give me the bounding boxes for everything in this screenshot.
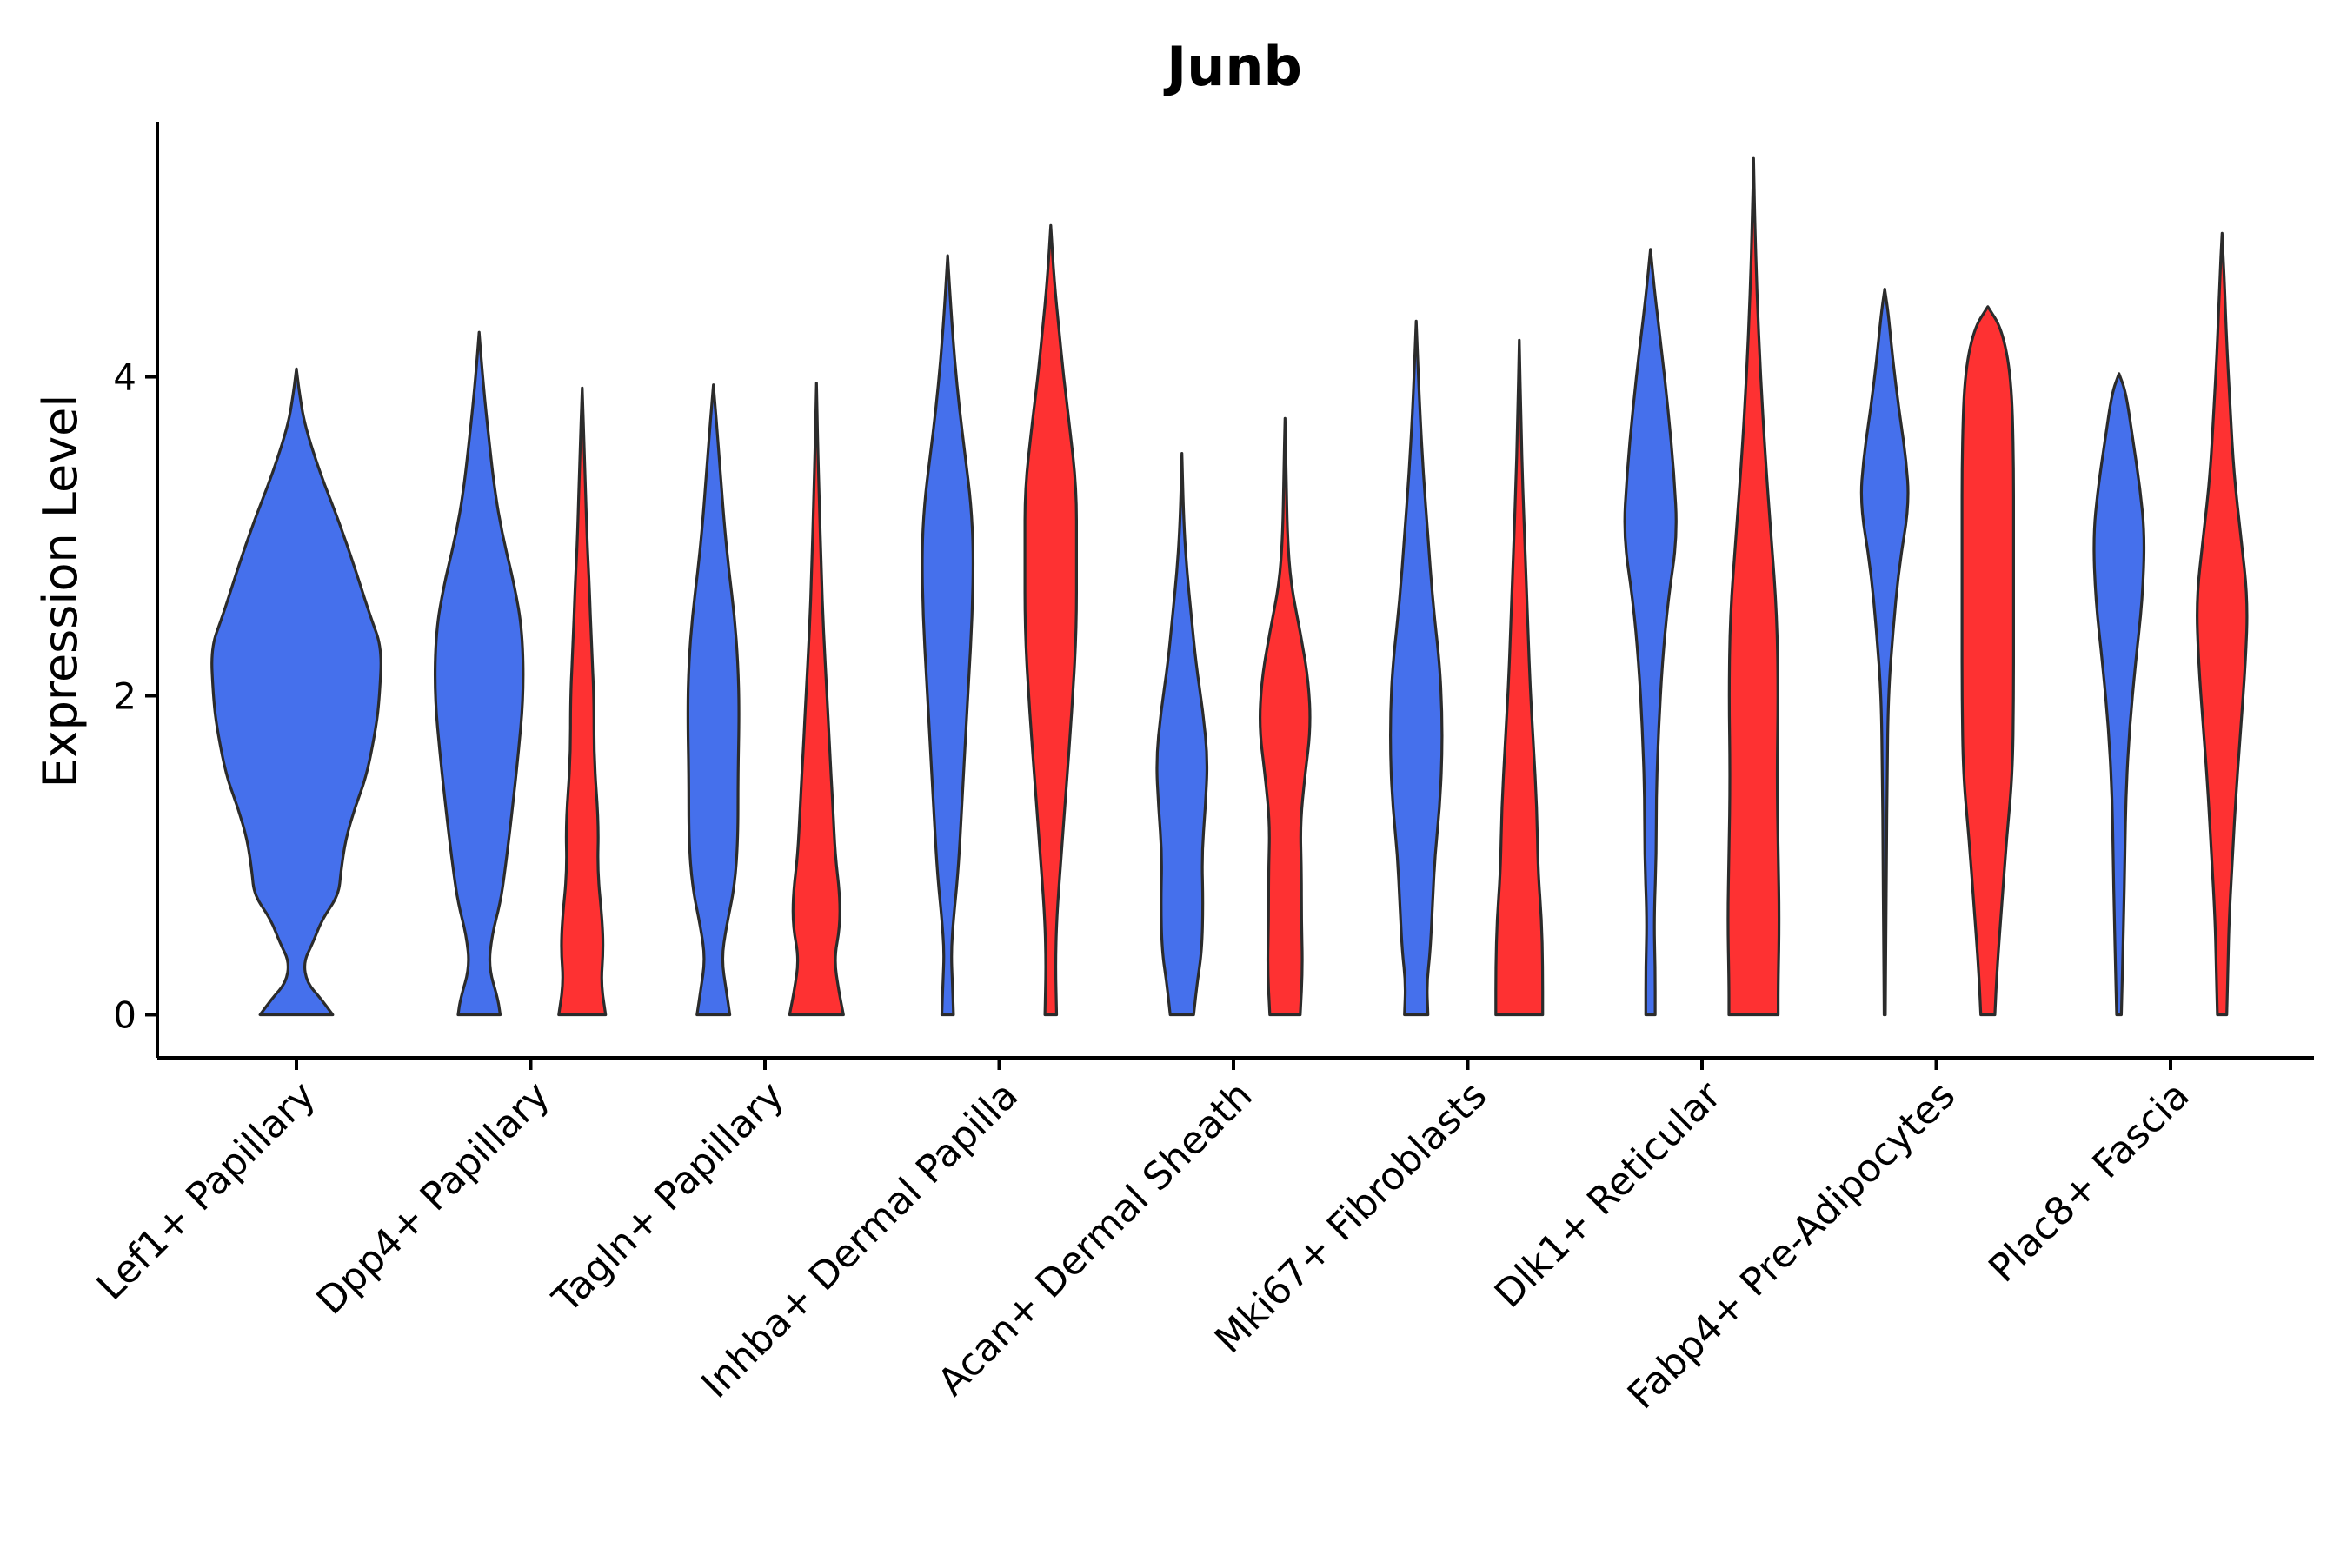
x-tick-label: Dlk1+ Reticular xyxy=(1486,1073,1731,1317)
violin-2-red xyxy=(557,386,608,1017)
y-axis-label: Expression Level xyxy=(33,395,88,788)
chart-title: Junb xyxy=(1163,35,1302,98)
violin-6-red xyxy=(1494,338,1545,1017)
x-tick-label: Dpp4+ Papillary xyxy=(309,1073,559,1324)
violin-4-red xyxy=(1023,223,1079,1017)
violin-9-red xyxy=(2196,231,2249,1017)
violins-layer xyxy=(210,156,2249,1017)
y-tick-label: 2 xyxy=(113,675,136,718)
x-tick-label: Lef1+ Papillary xyxy=(89,1073,324,1309)
violin-8-blue xyxy=(1859,288,1910,1017)
x-tick-label: Mki67+ Fibroblasts xyxy=(1207,1073,1495,1362)
x-tick-label: Plac8+ Fascia xyxy=(1980,1073,2198,1292)
y-tick-label: 0 xyxy=(113,993,136,1036)
violin-3-red xyxy=(788,382,845,1017)
violin-4-blue xyxy=(921,254,975,1017)
violin-5-blue xyxy=(1155,452,1209,1017)
violin-9-blue xyxy=(2092,372,2146,1017)
x-tick-label: Tagln+ Papillary xyxy=(544,1073,793,1322)
y-tick-label: 4 xyxy=(113,356,136,399)
violin-1-blue xyxy=(210,367,382,1017)
violin-7-red xyxy=(1726,156,1781,1017)
violin-5-red xyxy=(1259,416,1312,1017)
violin-7-blue xyxy=(1623,248,1678,1017)
violin-6-blue xyxy=(1389,319,1444,1017)
violin-3-blue xyxy=(686,383,741,1017)
violin-8-red xyxy=(1960,305,2016,1017)
violin-2-blue xyxy=(433,330,525,1017)
